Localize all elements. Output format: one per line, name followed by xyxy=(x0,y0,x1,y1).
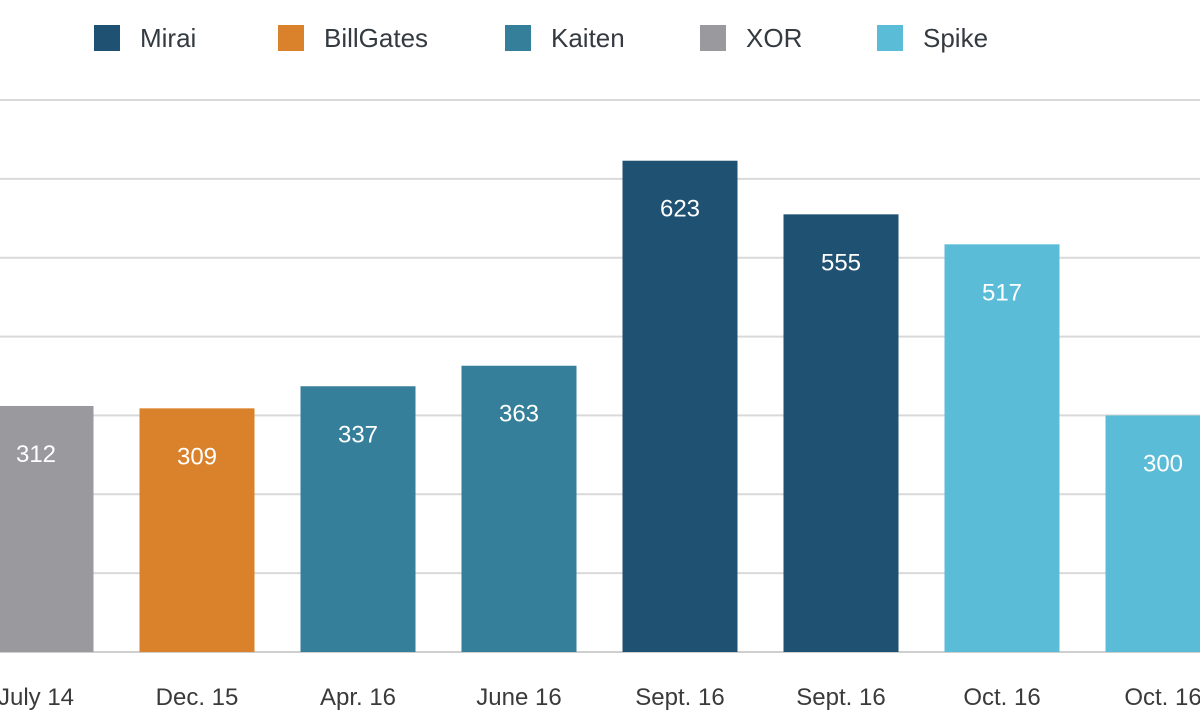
legend-item-billgates: BillGates xyxy=(278,22,428,54)
bar-value-label: 300 xyxy=(1143,450,1183,477)
legend-swatch-spike xyxy=(877,25,903,51)
bar xyxy=(622,160,738,652)
bar xyxy=(783,214,899,653)
x-tick-label: Sept. 16 xyxy=(796,684,885,711)
bar xyxy=(461,365,577,652)
x-tick-label: July 14 xyxy=(0,684,74,711)
legend-item-spike: Spike xyxy=(877,22,988,54)
bar-value-label: 363 xyxy=(499,401,539,428)
bar-value-label: 309 xyxy=(177,443,217,470)
bar-value-label: 623 xyxy=(660,196,700,223)
bar xyxy=(0,405,94,652)
bar-value-label: 517 xyxy=(982,279,1022,306)
bars: 312 309 337 363 623 555 517 300 xyxy=(0,160,1200,653)
legend-label-xor: XOR xyxy=(746,22,803,53)
x-tick-label: Oct. 16 xyxy=(1124,684,1200,711)
legend-item-kaiten: Kaiten xyxy=(505,22,625,54)
legend-item-xor: XOR xyxy=(700,22,802,54)
legend-swatch-billgates xyxy=(278,25,304,51)
legend-item-mirai: Mirai xyxy=(94,22,196,54)
legend-swatch-xor xyxy=(700,25,726,51)
bar-value-label: 312 xyxy=(16,441,56,468)
x-tick-label: June 16 xyxy=(476,684,561,711)
x-tick-label: Sept. 16 xyxy=(635,684,724,711)
x-axis-tick-labels: July 14 Dec. 15 Apr. 16 June 16 Sept. 16 Sept… xyxy=(0,684,1200,711)
bar-value-label: 337 xyxy=(338,421,378,448)
legend-label-kaiten: Kaiten xyxy=(551,22,625,53)
bar xyxy=(1105,415,1200,652)
x-tick-label: Dec. 15 xyxy=(156,684,239,711)
x-tick-label: Oct. 16 xyxy=(963,684,1040,711)
bar xyxy=(300,386,416,652)
bar xyxy=(944,244,1060,652)
legend-label-mirai: Mirai xyxy=(140,22,197,53)
bar xyxy=(139,408,255,652)
legend-label-billgates: BillGates xyxy=(324,22,429,53)
legend-label-spike: Spike xyxy=(923,22,989,53)
bar-value-label: 555 xyxy=(821,249,861,276)
legend-swatch-kaiten xyxy=(505,25,531,51)
x-tick-label: Apr. 16 xyxy=(320,684,396,711)
legend-swatch-mirai xyxy=(94,25,120,51)
